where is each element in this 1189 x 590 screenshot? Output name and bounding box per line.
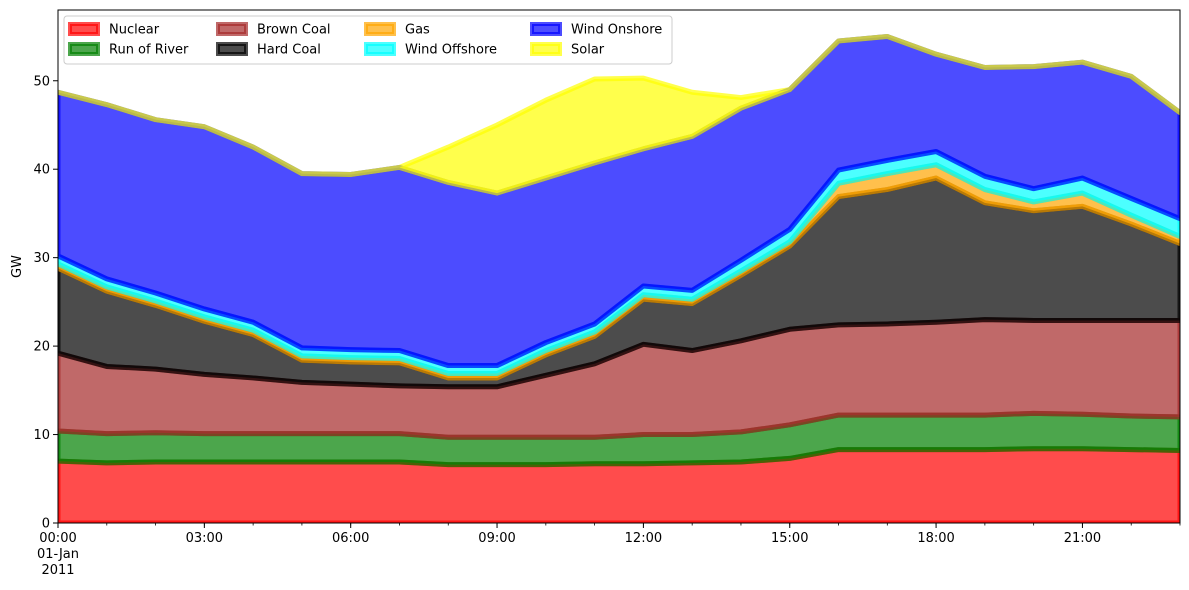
y-tick-label: 30 — [33, 251, 50, 266]
legend-swatch — [68, 22, 100, 36]
legend-swatch — [530, 22, 562, 36]
area-solar — [58, 34, 1180, 196]
legend-label: Hard Coal — [257, 43, 321, 58]
legend-label: Run of River — [109, 43, 189, 58]
y-axis-label: GW — [10, 255, 25, 278]
y-tick-label: 10 — [33, 428, 50, 443]
legend-swatch — [364, 22, 396, 36]
legend-item-wind-onshore: Wind Onshore — [530, 22, 662, 38]
plot-area — [58, 34, 1180, 523]
legend-swatch — [530, 42, 562, 56]
x-tick-label: 21:00 — [1064, 531, 1101, 546]
legend-label: Gas — [405, 23, 430, 38]
legend-label: Wind Offshore — [405, 43, 497, 58]
x-tick-year-label: 2011 — [41, 563, 74, 578]
x-tick-label: 15:00 — [771, 531, 808, 546]
legend-label: Brown Coal — [257, 23, 331, 38]
y-tick-label: 50 — [33, 74, 50, 89]
legend-label: Solar — [571, 43, 605, 58]
x-tick-label: 06:00 — [332, 531, 369, 546]
x-tick-label: 09:00 — [478, 531, 515, 546]
x-tick-label: 12:00 — [625, 531, 662, 546]
legend-swatch — [68, 42, 100, 56]
legend-item-hard-coal: Hard Coal — [216, 42, 321, 58]
legend-item-nuclear: Nuclear — [68, 22, 160, 38]
stacked-areas — [58, 34, 1180, 523]
legend-label: Nuclear — [109, 23, 160, 38]
legend-swatch — [364, 42, 396, 56]
legend: Nuclear Run of River Brown Coal Hard Coal Ga… — [63, 15, 673, 65]
legend-item-run-of-river: Run of River — [68, 42, 189, 58]
y-tick-label: 0 — [42, 517, 50, 532]
legend-item-wind-offshore: Wind Offshore — [364, 42, 497, 58]
legend-item-solar: Solar — [530, 42, 605, 58]
legend-swatch — [216, 42, 248, 56]
x-tick-label: 00:00 — [39, 531, 76, 546]
legend-label: Wind Onshore — [571, 23, 662, 38]
plot-frame — [57, 9, 1181, 524]
legend-swatch — [216, 22, 248, 36]
x-tick-label: 18:00 — [917, 531, 954, 546]
y-tick-label: 40 — [33, 163, 50, 178]
x-tick-date-label: 01-Jan — [37, 547, 79, 562]
y-tick-label: 20 — [33, 340, 50, 355]
legend-item-gas: Gas — [364, 22, 430, 38]
x-tick-label: 03:00 — [186, 531, 223, 546]
legend-item-brown-coal: Brown Coal — [216, 22, 331, 38]
